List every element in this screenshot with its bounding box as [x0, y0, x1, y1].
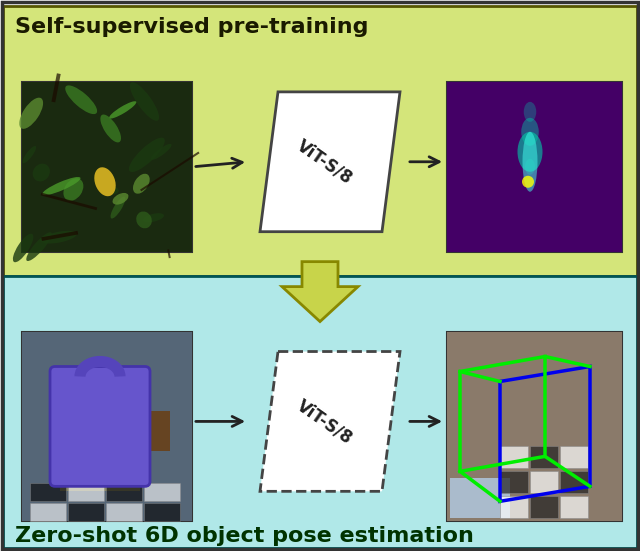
- Ellipse shape: [103, 186, 119, 194]
- Ellipse shape: [143, 213, 164, 222]
- Ellipse shape: [136, 211, 152, 229]
- Ellipse shape: [26, 232, 52, 261]
- Ellipse shape: [525, 159, 535, 175]
- FancyBboxPatch shape: [3, 6, 637, 275]
- FancyBboxPatch shape: [22, 82, 192, 252]
- Ellipse shape: [130, 82, 159, 121]
- FancyBboxPatch shape: [530, 447, 558, 468]
- Ellipse shape: [521, 118, 539, 146]
- FancyBboxPatch shape: [500, 447, 528, 468]
- Ellipse shape: [133, 174, 150, 194]
- FancyBboxPatch shape: [68, 484, 104, 501]
- FancyBboxPatch shape: [30, 484, 66, 501]
- Polygon shape: [282, 262, 358, 322]
- FancyBboxPatch shape: [60, 461, 140, 491]
- Ellipse shape: [41, 231, 77, 243]
- Ellipse shape: [522, 132, 538, 192]
- Ellipse shape: [151, 144, 172, 160]
- Ellipse shape: [33, 164, 50, 182]
- FancyBboxPatch shape: [106, 503, 142, 521]
- FancyBboxPatch shape: [50, 367, 150, 486]
- Text: Self-supervised pre-training: Self-supervised pre-training: [15, 17, 369, 37]
- FancyBboxPatch shape: [560, 496, 588, 518]
- Ellipse shape: [13, 233, 33, 262]
- Text: Zero-shot 6D object pose estimation: Zero-shot 6D object pose estimation: [15, 526, 474, 546]
- FancyBboxPatch shape: [144, 503, 180, 521]
- Text: ViT-S/8: ViT-S/8: [294, 396, 356, 447]
- FancyBboxPatch shape: [447, 82, 622, 252]
- Ellipse shape: [524, 102, 536, 122]
- Ellipse shape: [42, 177, 81, 195]
- Ellipse shape: [522, 176, 534, 188]
- Ellipse shape: [109, 101, 136, 119]
- Ellipse shape: [63, 178, 83, 201]
- FancyBboxPatch shape: [30, 503, 66, 521]
- FancyBboxPatch shape: [106, 484, 142, 501]
- Ellipse shape: [111, 197, 125, 219]
- FancyBboxPatch shape: [500, 496, 528, 518]
- FancyBboxPatch shape: [3, 275, 637, 548]
- Text: ViT-S/8: ViT-S/8: [294, 136, 356, 187]
- FancyBboxPatch shape: [560, 471, 588, 493]
- FancyBboxPatch shape: [500, 471, 528, 493]
- FancyBboxPatch shape: [22, 332, 192, 521]
- Polygon shape: [260, 92, 400, 232]
- FancyBboxPatch shape: [560, 447, 588, 468]
- Ellipse shape: [22, 146, 36, 163]
- FancyBboxPatch shape: [447, 82, 622, 252]
- FancyBboxPatch shape: [120, 411, 170, 452]
- FancyBboxPatch shape: [144, 484, 180, 501]
- Ellipse shape: [100, 114, 121, 142]
- Polygon shape: [260, 352, 400, 491]
- FancyBboxPatch shape: [530, 471, 558, 493]
- FancyBboxPatch shape: [22, 332, 192, 521]
- FancyBboxPatch shape: [447, 332, 622, 521]
- Ellipse shape: [113, 193, 129, 205]
- Ellipse shape: [518, 132, 543, 172]
- FancyBboxPatch shape: [530, 496, 558, 518]
- FancyBboxPatch shape: [450, 479, 510, 518]
- Ellipse shape: [65, 86, 97, 114]
- FancyBboxPatch shape: [447, 332, 622, 521]
- Ellipse shape: [19, 98, 43, 129]
- Ellipse shape: [94, 167, 116, 197]
- Ellipse shape: [129, 137, 164, 172]
- FancyBboxPatch shape: [22, 82, 192, 252]
- FancyBboxPatch shape: [68, 503, 104, 521]
